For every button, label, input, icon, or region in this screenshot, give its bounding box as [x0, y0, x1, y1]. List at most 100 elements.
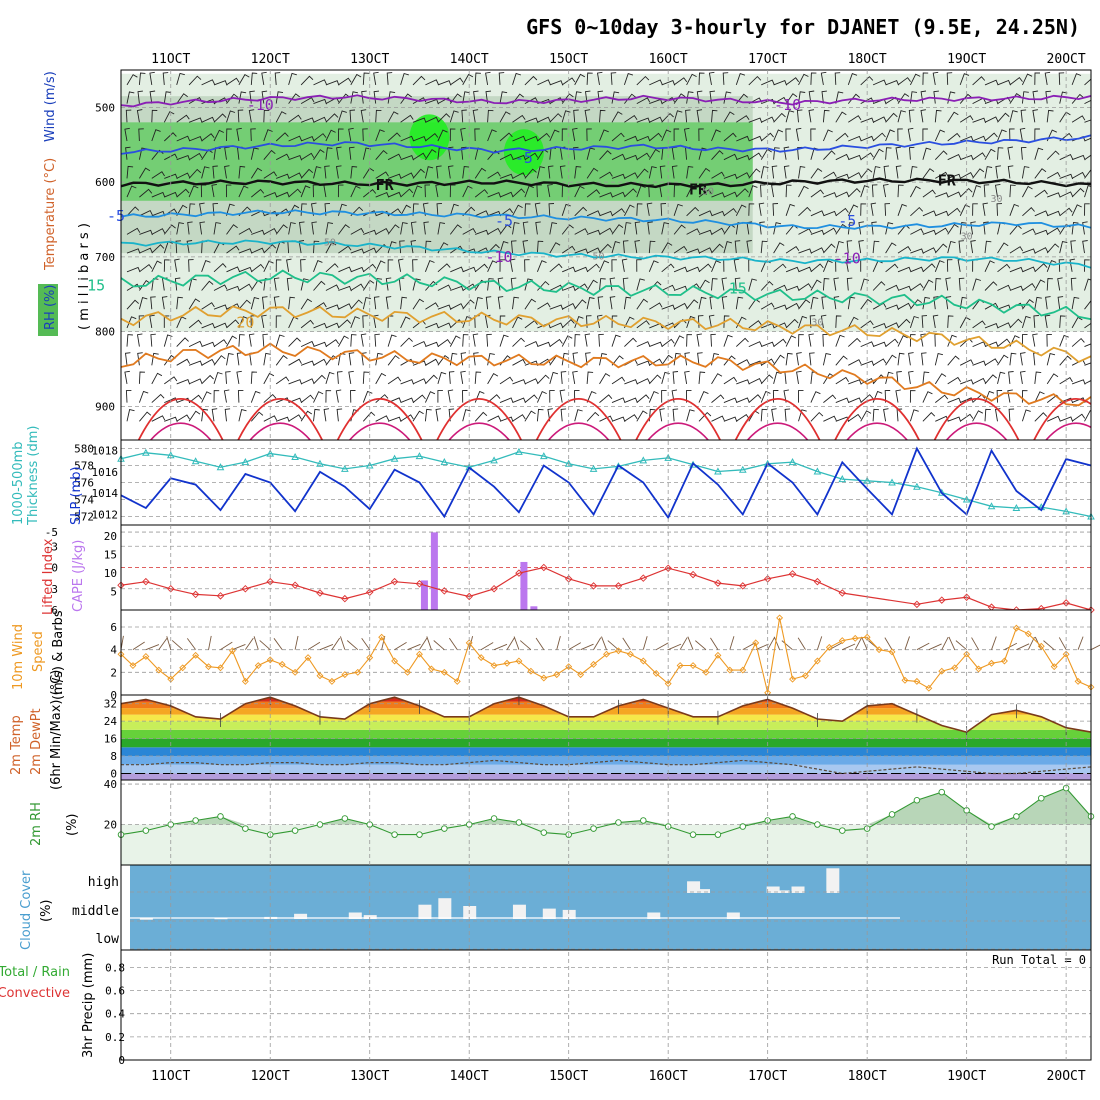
wind-barb [374, 333, 380, 347]
wind10-barb [480, 642, 494, 651]
rh-legend-swatch [38, 284, 58, 336]
wind-barb [512, 204, 523, 217]
wind-barb [723, 191, 738, 198]
wind10-speed-point [975, 665, 983, 673]
wind-barb [1057, 296, 1064, 310]
thickness-point [291, 452, 299, 460]
wind-barb [908, 352, 914, 366]
wind-barb [149, 314, 155, 328]
wind-barb [972, 360, 987, 366]
cloud-block-middle [542, 908, 556, 919]
isotherm-line [121, 342, 1091, 407]
wind-barb [275, 315, 282, 328]
wind-barb [462, 91, 470, 104]
wind10-tick: 2 [110, 666, 117, 679]
wind10-speed-point [453, 677, 461, 685]
slp-tick: 1012 [92, 508, 119, 521]
wind-barb [375, 109, 382, 123]
rh2m-point [839, 827, 846, 834]
wind-barb [934, 150, 948, 161]
thickness-tick: 576 [74, 477, 94, 490]
wind-barb [810, 411, 824, 422]
lifted-index-point [614, 582, 623, 590]
wind-barb [512, 337, 525, 347]
wind-barb [872, 166, 881, 179]
wind-barb [1059, 191, 1074, 198]
wind-barb [447, 165, 454, 179]
wind-barb [673, 352, 681, 366]
wind-barb [648, 240, 656, 254]
wind-barb [412, 278, 421, 291]
surface-isotherm-arc-inner [349, 422, 411, 440]
wind-barb [462, 227, 477, 235]
wind-barb [524, 410, 536, 422]
lifted-index-point [390, 577, 399, 586]
wind-barb [672, 408, 679, 422]
wind-barb [236, 352, 243, 366]
wind-barb [661, 354, 673, 366]
wind-barb [126, 299, 139, 310]
wind-barb [325, 113, 339, 123]
wind-barb [835, 334, 845, 347]
wind-barb [474, 371, 482, 384]
wind-barb [138, 297, 148, 310]
wind-barb [499, 111, 511, 123]
wind-barb [325, 129, 336, 142]
wind10-speed-point [1050, 663, 1058, 671]
wind-barb [273, 277, 280, 291]
wind-barb [387, 259, 394, 272]
wind-barb [822, 352, 831, 366]
wind-barb [982, 202, 988, 216]
top-date-tick: 13OCT [350, 52, 389, 67]
wind-barb [785, 302, 800, 310]
wind-barb [882, 183, 889, 198]
wind-barb [610, 72, 617, 85]
wind-barb [934, 109, 942, 123]
temp2m-tick: 32 [104, 698, 117, 711]
wind-barb [597, 90, 604, 104]
wind-barb [188, 410, 201, 422]
wind-barb [1009, 110, 1018, 123]
wind-barb [994, 408, 1001, 422]
wind-barb [524, 117, 539, 123]
wind-barb [686, 266, 701, 273]
wind-barb [1095, 203, 1100, 216]
wind-barb [599, 192, 613, 198]
wind-barb [760, 184, 766, 198]
wind-barb [1084, 410, 1091, 422]
isotherm-label: 15 [729, 279, 747, 297]
wind10-label-c: (m/s) & Barbs [51, 610, 66, 700]
wind-barb [648, 374, 662, 385]
cloud-cover-background [130, 865, 1091, 950]
lifted-index-point [938, 596, 946, 604]
wind-barb [698, 391, 709, 403]
wind-barb [262, 296, 268, 310]
wind-barb [624, 154, 638, 161]
wind-barb [126, 283, 141, 291]
cape-bar [420, 580, 428, 610]
wind-barb [810, 279, 822, 291]
wind-barb [412, 168, 425, 179]
wind-barb [661, 242, 673, 254]
wind-barb [400, 72, 409, 86]
wind-barb [846, 240, 853, 254]
wind-barb [897, 285, 912, 292]
wind-barb [499, 334, 509, 347]
wind-barb [251, 188, 265, 198]
wind-barb [847, 73, 858, 86]
wind-barb [735, 188, 749, 198]
rh2m-point [739, 823, 747, 830]
wind-barb [636, 259, 642, 272]
wind-barb [573, 109, 579, 123]
wind10-barb [742, 642, 756, 651]
wind-barb [611, 91, 620, 104]
top-date-tick: 12OCT [251, 52, 290, 67]
wind-barb [475, 229, 489, 236]
wind-barb [449, 335, 461, 347]
isotherm-label: 30 [990, 194, 1002, 205]
wind-barb [313, 322, 327, 329]
wind-barb [997, 147, 1004, 160]
wind10-barb [1058, 637, 1067, 650]
wind-barb [959, 316, 971, 329]
wind-barb [126, 316, 137, 329]
